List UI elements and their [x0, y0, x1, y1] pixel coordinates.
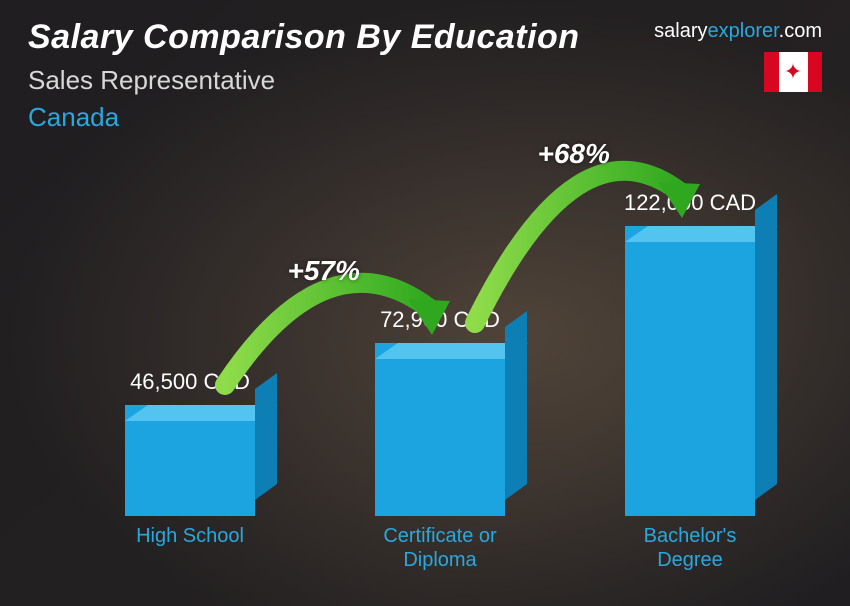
brand-part1: salary [654, 20, 707, 42]
canada-flag-icon: ✦ [764, 52, 822, 92]
brand-part2: explorer [708, 20, 779, 42]
bar-chart: 46,500 CAD High School 72,900 CAD Certif… [40, 118, 790, 578]
increase-arc-icon [40, 118, 790, 578]
brand-label: salaryexplorer.com [654, 20, 822, 43]
percentage-increase: +68% [538, 138, 610, 170]
chart-subtitle: Sales Representative [28, 65, 822, 96]
brand-part3: .com [779, 20, 822, 42]
